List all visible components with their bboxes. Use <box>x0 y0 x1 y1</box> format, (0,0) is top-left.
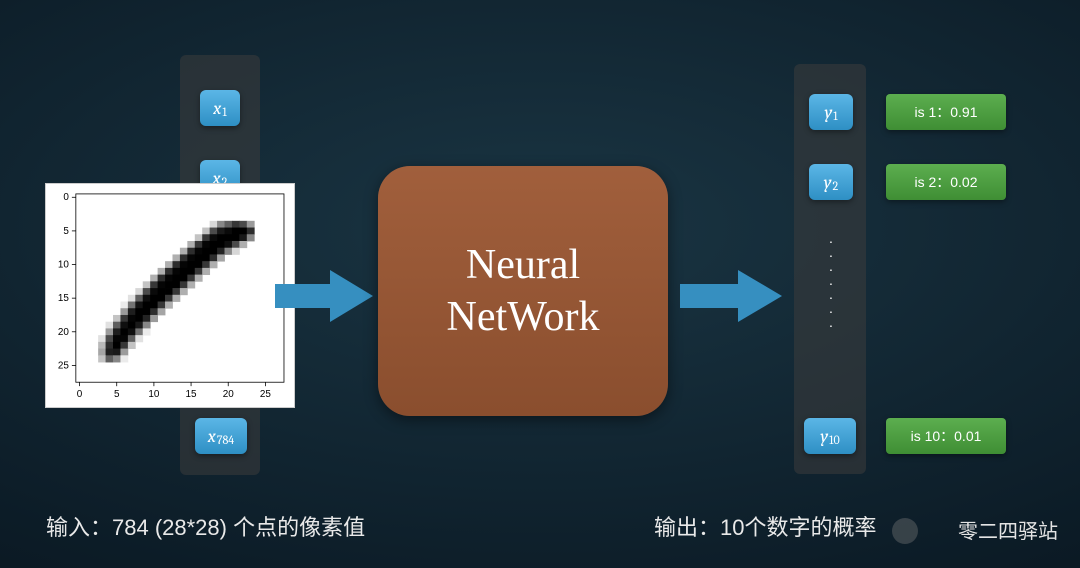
node-sub: 10 <box>829 433 840 447</box>
prob-text: is 2：0.02 <box>914 172 977 192</box>
svg-text:25: 25 <box>58 360 70 371</box>
svg-text:5: 5 <box>63 226 69 237</box>
svg-text:0: 0 <box>63 192 69 203</box>
node-sub: 1 <box>833 109 837 123</box>
input-caption: 输入：784 (28*28) 个点的像素值 <box>46 510 365 542</box>
svg-text:10: 10 <box>148 389 160 400</box>
node-var: x <box>213 98 221 119</box>
prob-badge-2: is 2：0.02 <box>886 164 1006 200</box>
output-caption: 输出：10个数字的概率 <box>654 510 876 542</box>
prob-text: is 1：0.91 <box>914 102 977 122</box>
svg-text:15: 15 <box>58 293 70 304</box>
prob-text: is 10：0.01 <box>911 426 982 446</box>
diagram-stage: x1 x2 ······· x784 00551010151520202525 … <box>0 0 1080 568</box>
prob-badge-10: is 10：0.01 <box>886 418 1006 454</box>
mnist-svg: 0 0 5 5 10 10 15 15 20 20 25 25 <box>46 184 294 407</box>
neural-network-box: Neural NetWork <box>378 166 668 416</box>
output-vdots: ······· <box>826 234 836 332</box>
nn-title: Neural NetWork <box>447 239 600 344</box>
output-node-y2: y2 <box>809 164 853 200</box>
svg-text:20: 20 <box>58 327 70 338</box>
prob-badge-1: is 1：0.91 <box>886 94 1006 130</box>
output-node-y1: y1 <box>809 94 853 130</box>
input-node-x784: x784 <box>195 418 247 454</box>
arrow-nn-to-output <box>680 266 784 326</box>
node-var: x <box>208 426 216 447</box>
input-node-x1: x1 <box>200 90 240 126</box>
output-node-y10: y10 <box>804 418 856 454</box>
watermark-icon <box>892 518 918 544</box>
svg-text:20: 20 <box>223 389 235 400</box>
svg-text:15: 15 <box>186 389 198 400</box>
svg-text:25: 25 <box>260 389 272 400</box>
svg-text:5: 5 <box>114 389 120 400</box>
svg-text:0: 0 <box>77 389 83 400</box>
arrow-input-to-nn <box>275 266 375 326</box>
node-sub: 2 <box>833 179 839 193</box>
node-sub: 784 <box>217 433 234 447</box>
svg-text:10: 10 <box>58 260 70 271</box>
nn-line2: NetWork <box>447 294 600 340</box>
watermark-text: 零二四驿站 <box>958 515 1058 544</box>
node-var: y <box>820 426 828 447</box>
nn-line1: Neural <box>466 242 580 288</box>
node-var: y <box>824 172 832 193</box>
mnist-image-panel: 0 0 5 5 10 10 15 15 20 20 25 25 <box>45 183 295 408</box>
node-sub: 1 <box>222 105 226 119</box>
node-var: y <box>824 102 832 123</box>
